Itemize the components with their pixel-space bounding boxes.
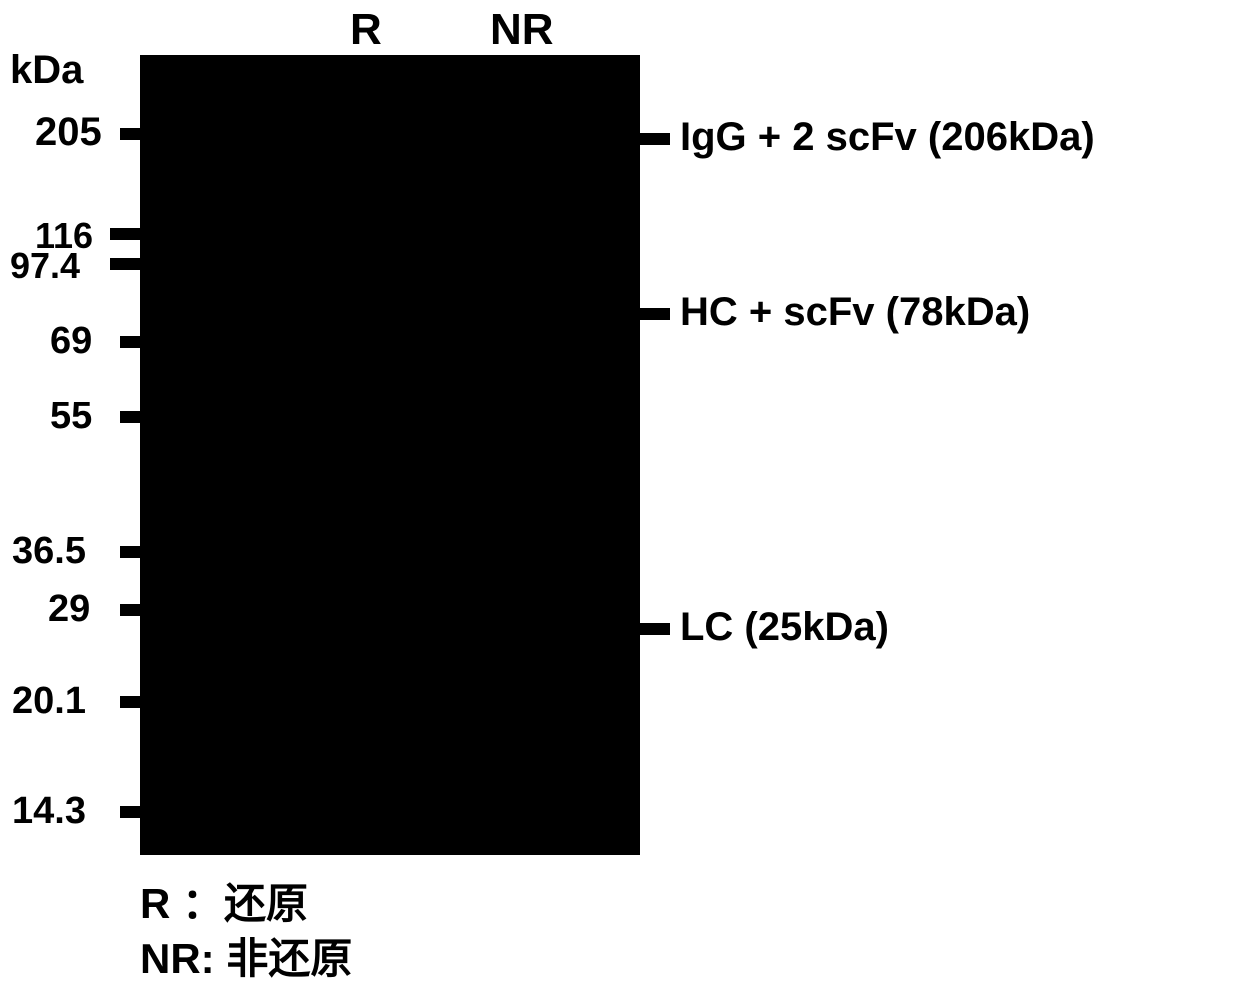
ladder-55: 55 <box>50 395 92 438</box>
ladder-20-1: 20.1 <box>12 680 86 723</box>
ladder-tick-14-3 <box>120 806 142 818</box>
lane-header-r: R <box>350 5 382 55</box>
legend-nr: NR: 非还原 <box>140 925 352 986</box>
ladder-tick-29 <box>120 604 142 616</box>
ladder-tick-20-1 <box>120 696 142 708</box>
gel-figure-container: R NR kDa 205 116 97.4 69 55 36.5 29 20.1… <box>0 0 1240 1004</box>
ladder-tick-69 <box>120 336 142 348</box>
ladder-tick-55 <box>120 411 142 423</box>
band-tick-lc <box>640 623 670 635</box>
ladder-14-3: 14.3 <box>12 790 86 833</box>
ladder-tick-116 <box>110 228 142 240</box>
band-tick-hc <box>640 308 670 320</box>
ladder-36-5: 36.5 <box>12 530 86 573</box>
ladder-97-4: 97.4 <box>10 245 80 287</box>
ladder-tick-97-4 <box>110 258 142 270</box>
kda-unit-label: kDa <box>10 48 83 93</box>
gel-image <box>140 55 640 855</box>
ladder-69: 69 <box>50 320 92 363</box>
band-label-lc: LC (25kDa) <box>680 605 889 650</box>
ladder-tick-36-5 <box>120 546 142 558</box>
band-tick-igg <box>640 133 670 145</box>
ladder-29: 29 <box>48 588 90 631</box>
legend-r: R ：还原 <box>140 870 308 931</box>
band-label-igg: IgG + 2 scFv (206kDa) <box>680 115 1095 160</box>
band-label-hc: HC + scFv (78kDa) <box>680 290 1030 335</box>
ladder-tick-205 <box>120 128 142 140</box>
lane-header-nr: NR <box>490 5 554 55</box>
ladder-205: 205 <box>35 110 102 155</box>
